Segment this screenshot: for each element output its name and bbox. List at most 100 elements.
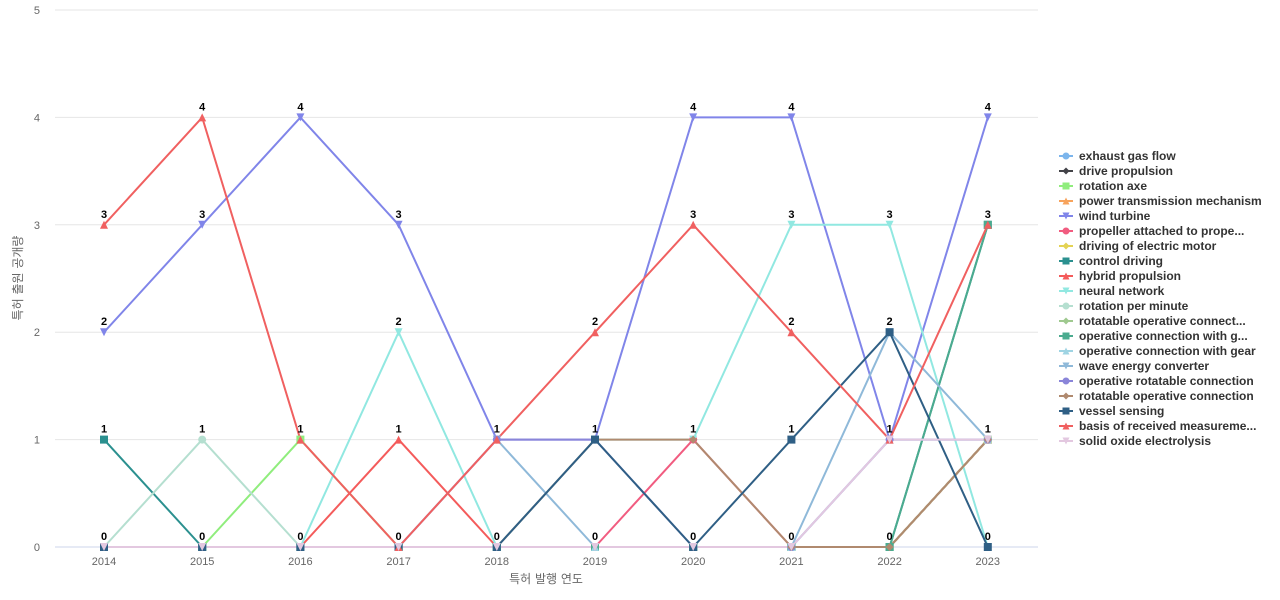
legend-label: power transmission mechanism bbox=[1079, 194, 1262, 208]
legend-item[interactable]: drive propulsion bbox=[1059, 164, 1173, 178]
x-tick-label: 2014 bbox=[92, 556, 116, 568]
legend-marker bbox=[1062, 407, 1070, 415]
data-point bbox=[394, 435, 403, 444]
legend-marker bbox=[1062, 182, 1070, 190]
legend-item[interactable]: wave energy converter bbox=[1059, 359, 1209, 373]
legend-item[interactable]: wind turbine bbox=[1059, 209, 1151, 223]
legend-marker bbox=[1062, 197, 1070, 205]
legend-item[interactable]: basis of received measureme... bbox=[1059, 419, 1256, 433]
legend-label: rotation per minute bbox=[1079, 299, 1189, 313]
legend-label: operative connection with gear bbox=[1079, 344, 1256, 358]
legend-label: operative connection with g... bbox=[1079, 329, 1248, 343]
y-tick-label: 3 bbox=[34, 220, 40, 232]
data-point bbox=[885, 220, 894, 229]
data-point bbox=[689, 435, 698, 444]
data-label: 2 bbox=[101, 316, 107, 328]
y-tick-label: 4 bbox=[34, 112, 40, 124]
data-point bbox=[591, 435, 599, 444]
data-point bbox=[787, 113, 796, 122]
data-label: 2 bbox=[592, 316, 598, 328]
data-label: 3 bbox=[690, 209, 696, 221]
legend-marker bbox=[1062, 272, 1070, 280]
legend-marker bbox=[1062, 347, 1070, 355]
data-point bbox=[296, 543, 305, 551]
legend-item[interactable]: rotatable operative connection bbox=[1059, 389, 1254, 403]
legend-item[interactable]: neural network bbox=[1059, 284, 1165, 298]
data-label: 1 bbox=[494, 424, 500, 436]
legend-item[interactable]: power transmission mechanism bbox=[1059, 194, 1262, 208]
legend-item[interactable]: operative rotatable connection bbox=[1059, 374, 1254, 388]
legend-item[interactable]: rotation axe bbox=[1059, 179, 1147, 193]
data-label: 1 bbox=[887, 424, 893, 436]
y-tick-label: 5 bbox=[34, 5, 40, 17]
legend-marker bbox=[1062, 242, 1070, 250]
legend-label: solid oxide electrolysis bbox=[1079, 434, 1211, 448]
series-line bbox=[104, 438, 988, 548]
grid-lines bbox=[55, 9, 1038, 548]
data-labels: 3 2 1 0 4 3 1 0 4 1 0 3 2 1 0 1 0 2 1 0 4 3 1 0 4 3 2 1 0 3 2 1 0 4 3 1 0 bbox=[101, 101, 992, 543]
x-tick-label: 2023 bbox=[976, 556, 1000, 568]
series-markers bbox=[100, 113, 992, 551]
data-label: 4 bbox=[297, 101, 304, 113]
legend-item[interactable]: vessel sensing bbox=[1059, 404, 1164, 418]
data-point bbox=[591, 543, 599, 551]
data-point bbox=[885, 435, 894, 444]
legend-item[interactable]: control driving bbox=[1059, 254, 1163, 268]
data-label: 4 bbox=[985, 101, 992, 113]
data-label: 3 bbox=[199, 209, 205, 221]
legend-item[interactable]: solid oxide electrolysis bbox=[1059, 434, 1211, 448]
data-point bbox=[983, 220, 992, 229]
data-point bbox=[100, 328, 108, 337]
legend-label: driving of electric motor bbox=[1079, 239, 1217, 253]
legend-marker bbox=[1062, 422, 1070, 430]
legend-item[interactable]: rotatable operative connect... bbox=[1059, 314, 1246, 328]
data-point bbox=[591, 328, 599, 337]
data-point bbox=[787, 543, 796, 551]
y-tick-label: 0 bbox=[34, 542, 40, 554]
series-lines bbox=[103, 116, 989, 548]
x-tick-label: 2019 bbox=[583, 556, 607, 568]
data-label: 0 bbox=[494, 531, 500, 543]
data-label: 0 bbox=[592, 531, 598, 543]
x-tick-label: 2017 bbox=[386, 556, 410, 568]
y-axis-ticks: 0 1 2 3 4 5 bbox=[34, 5, 40, 554]
data-label: 0 bbox=[297, 531, 303, 543]
legend-marker bbox=[1062, 152, 1070, 160]
data-label: 3 bbox=[101, 209, 107, 221]
legend-item[interactable]: rotation per minute bbox=[1059, 299, 1189, 313]
x-axis-title: 특허 발행 연도 bbox=[509, 571, 583, 586]
legend-marker bbox=[1062, 392, 1070, 400]
data-label: 1 bbox=[199, 424, 205, 436]
data-label: 1 bbox=[985, 424, 991, 436]
data-point bbox=[787, 328, 796, 337]
legend-item[interactable]: hybrid propulsion bbox=[1059, 269, 1181, 283]
data-point bbox=[492, 543, 501, 551]
legend-label: vessel sensing bbox=[1079, 404, 1164, 418]
legend-label: exhaust gas flow bbox=[1079, 149, 1176, 163]
data-label: 2 bbox=[887, 316, 893, 328]
data-point bbox=[394, 543, 403, 551]
legend-item[interactable]: operative connection with g... bbox=[1059, 329, 1248, 343]
data-point bbox=[492, 435, 501, 444]
legend-label: rotatable operative connection bbox=[1079, 389, 1254, 403]
legend-item[interactable]: operative connection with gear bbox=[1059, 344, 1256, 358]
legend-label: operative rotatable connection bbox=[1079, 374, 1254, 388]
y-tick-label: 1 bbox=[34, 435, 40, 447]
series-line bbox=[103, 116, 989, 441]
legend-marker bbox=[1062, 212, 1070, 220]
legend-item[interactable]: propeller attached to prope... bbox=[1059, 224, 1244, 238]
legend-marker bbox=[1062, 167, 1070, 175]
legend-marker bbox=[1062, 302, 1070, 310]
data-label: 2 bbox=[788, 316, 794, 328]
x-tick-label: 2016 bbox=[288, 556, 312, 568]
data-point bbox=[885, 543, 894, 551]
data-label: 4 bbox=[690, 101, 697, 113]
x-tick-label: 2015 bbox=[190, 556, 214, 568]
data-point bbox=[689, 543, 698, 551]
legend-item[interactable]: driving of electric motor bbox=[1059, 239, 1217, 253]
x-tick-label: 2021 bbox=[779, 556, 803, 568]
x-tick-label: 2022 bbox=[877, 556, 901, 568]
legend-item[interactable]: exhaust gas flow bbox=[1059, 149, 1176, 163]
data-point bbox=[100, 220, 108, 229]
